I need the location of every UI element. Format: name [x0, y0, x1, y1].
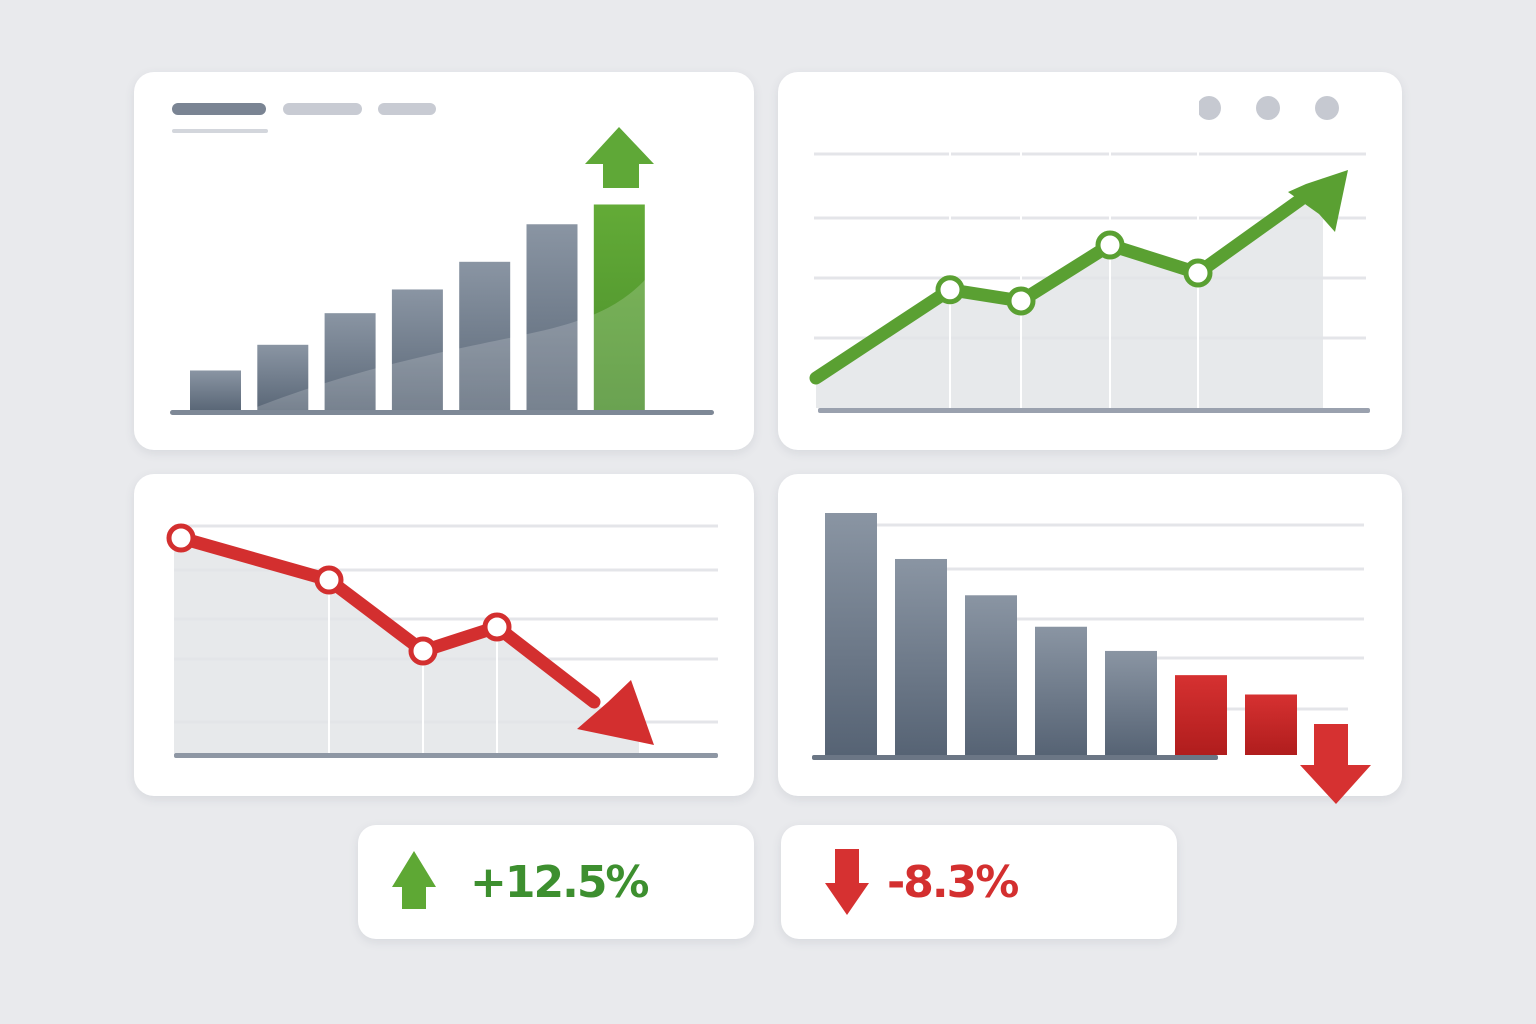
down-arrow-icon: [825, 849, 869, 915]
down-arrow-icon: [1300, 724, 1371, 804]
bar-chart-decline: [812, 513, 1371, 804]
window-dot[interactable]: [1315, 96, 1339, 120]
bar: [459, 261, 511, 410]
stat-value-negative: -8.3%: [887, 856, 1019, 908]
stat-badge-negative: -8.3%: [781, 825, 1177, 939]
arrow-head-icon: [577, 680, 654, 745]
line-chart-card-growth: [778, 72, 1402, 450]
bar: [324, 313, 376, 410]
bar: [825, 513, 877, 755]
data-point[interactable]: [1095, 230, 1125, 260]
subtitle-placeholder: [172, 129, 268, 133]
stat-value-positive: +12.5%: [470, 856, 650, 908]
data-point[interactable]: [1006, 286, 1036, 316]
bar: [593, 204, 645, 410]
header-title-placeholder: [172, 103, 266, 115]
bar-chart-growth: [170, 103, 714, 415]
header-tab-placeholder: [378, 103, 436, 115]
window-dot[interactable]: [1256, 96, 1280, 120]
x-axis: [174, 753, 718, 758]
bar: [895, 558, 947, 755]
trend-line: [809, 193, 1307, 385]
up-arrow-icon: [585, 127, 654, 188]
bar-chart-card-decline: [778, 474, 1402, 804]
bar: [1245, 694, 1297, 755]
data-point[interactable]: [935, 275, 965, 305]
up-arrow-icon: [392, 851, 436, 909]
bar: [965, 595, 1017, 755]
header-tab-placeholder: [283, 103, 362, 115]
bar: [1175, 675, 1227, 755]
x-axis: [170, 410, 714, 415]
data-point[interactable]: [408, 636, 438, 666]
stat-badge-positive: +12.5%: [358, 825, 754, 939]
bar: [190, 370, 241, 410]
bar: [1035, 626, 1087, 755]
x-axis: [812, 755, 1218, 760]
data-point[interactable]: [482, 612, 512, 642]
window-dot[interactable]: [1197, 96, 1221, 120]
data-point[interactable]: [314, 565, 344, 595]
data-point[interactable]: [166, 523, 196, 553]
bar: [526, 224, 578, 410]
bar: [391, 289, 443, 410]
line-chart-decline: [166, 523, 718, 758]
bar: [257, 344, 309, 410]
line-chart-growth: [809, 72, 1370, 413]
x-axis: [818, 408, 1370, 413]
bar: [1105, 650, 1157, 755]
bar-chart-card-growth: [134, 72, 754, 450]
line-chart-card-decline: [134, 474, 754, 796]
arrow-head-icon: [1288, 170, 1348, 232]
data-point[interactable]: [1183, 258, 1213, 288]
